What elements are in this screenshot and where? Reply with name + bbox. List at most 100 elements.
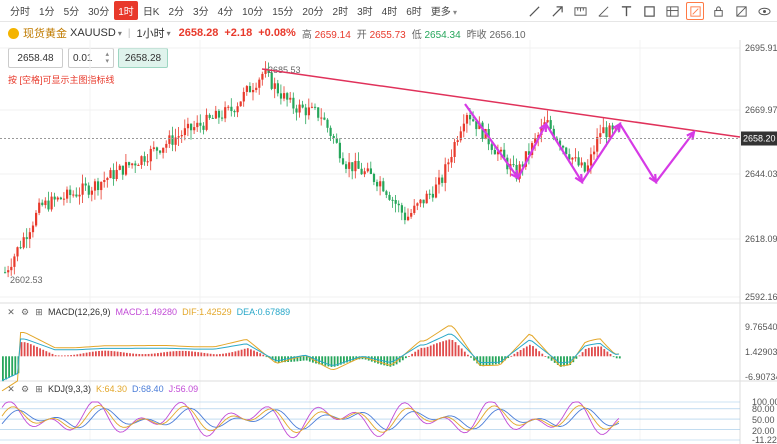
macd-bar bbox=[451, 340, 454, 357]
gear-icon[interactable]: ⚙ bbox=[20, 306, 30, 317]
candle bbox=[407, 216, 410, 221]
candle bbox=[199, 122, 202, 126]
edit-icon[interactable] bbox=[686, 2, 704, 20]
candle bbox=[490, 144, 493, 150]
timeframe-tab[interactable]: 4分 bbox=[217, 7, 234, 18]
trendline-icon[interactable] bbox=[525, 2, 543, 20]
macd-bar bbox=[522, 348, 525, 357]
drawing-tools bbox=[520, 2, 773, 20]
macd-bar bbox=[398, 356, 401, 363]
quantity-value[interactable]: 0.01 bbox=[73, 52, 93, 64]
macd-bar bbox=[584, 348, 587, 357]
timeframe-tab[interactable]: 2分 bbox=[168, 7, 185, 18]
timeframe-tab[interactable]: 30分 bbox=[88, 7, 110, 18]
macd-bar bbox=[457, 345, 460, 357]
kdj-axis-tick: 80.00 bbox=[752, 404, 775, 414]
macd-bar bbox=[85, 352, 88, 357]
macd-bar bbox=[618, 356, 621, 359]
gear-icon[interactable]: ⚙ bbox=[20, 383, 30, 394]
macd-bar bbox=[33, 345, 35, 357]
macd-bar bbox=[70, 355, 72, 357]
eye-icon[interactable] bbox=[755, 2, 773, 20]
candle bbox=[159, 150, 162, 153]
candle bbox=[97, 181, 100, 191]
candle bbox=[174, 137, 177, 145]
timeframe-tab[interactable]: 1时 bbox=[114, 1, 138, 20]
timeframe-tab[interactable]: 20分 bbox=[302, 7, 324, 18]
collapse-icon[interactable]: ⊞ bbox=[35, 306, 43, 317]
chevron-down-icon[interactable]: ▾ bbox=[166, 28, 171, 38]
rectangle-icon[interactable] bbox=[640, 2, 658, 20]
ruler-icon[interactable] bbox=[571, 2, 589, 20]
candle bbox=[121, 165, 124, 175]
symbol-bar: 现货黄金 XAUUSD ▾ | 1小时 ▾ 2658.28 +2.18 +0.0… bbox=[0, 24, 526, 42]
timeframe-tab[interactable]: 6时 bbox=[406, 7, 422, 18]
candle bbox=[394, 200, 397, 204]
timeframe-tab[interactable]: 4时 bbox=[381, 7, 398, 18]
text-tool-icon[interactable] bbox=[617, 2, 635, 20]
measure-icon[interactable] bbox=[594, 2, 612, 20]
low-annotation: 2602.53 bbox=[10, 275, 43, 285]
arrow-icon[interactable] bbox=[548, 2, 566, 20]
candle bbox=[118, 165, 121, 170]
timeframe-tab[interactable]: 日K bbox=[142, 7, 160, 18]
symbol-code[interactable]: XAUUSD bbox=[70, 27, 116, 39]
timeframe-tab[interactable]: 3分 bbox=[193, 7, 209, 18]
candle bbox=[273, 83, 276, 89]
price-axis-tick: 2695.91 bbox=[745, 43, 777, 53]
chevron-down-icon[interactable]: ▾ bbox=[117, 28, 122, 38]
period-selector[interactable]: 1小时 bbox=[136, 28, 165, 40]
timeframe-tab[interactable]: 1分 bbox=[39, 7, 55, 18]
open-number: 2655.73 bbox=[369, 29, 406, 41]
candle bbox=[137, 164, 140, 166]
macd-bar bbox=[2, 356, 4, 382]
timeframe-tab[interactable]: 分时 bbox=[10, 7, 30, 18]
candle bbox=[593, 151, 596, 155]
timeframe-tab[interactable]: 5分 bbox=[63, 7, 80, 18]
candle bbox=[413, 205, 416, 213]
macd-header: ✕ ⚙ ⊞ MACD(12,26,9) MACD:1.49280 DIF:1.4… bbox=[6, 306, 290, 318]
timeframe-tab[interactable]: 2时 bbox=[332, 7, 349, 18]
macd-bar bbox=[519, 350, 522, 357]
macd-bar bbox=[153, 353, 156, 357]
timeframe-tab[interactable]: 10分 bbox=[242, 7, 264, 18]
candle bbox=[140, 156, 143, 165]
pattern-arrow bbox=[510, 169, 520, 181]
timeframe-tab[interactable]: 15分 bbox=[272, 7, 294, 18]
candle bbox=[106, 178, 109, 181]
quantity-stepper[interactable]: 0.01 ▴ ▾ bbox=[68, 48, 114, 68]
macd-bar bbox=[405, 356, 407, 359]
open-label: 开 bbox=[356, 29, 367, 41]
macd-bar bbox=[277, 356, 280, 363]
candle bbox=[400, 205, 403, 213]
candle bbox=[475, 121, 478, 130]
table-icon[interactable] bbox=[663, 2, 681, 20]
macd-bar bbox=[346, 356, 348, 363]
candle bbox=[230, 106, 233, 112]
resistance-trendline[interactable] bbox=[261, 68, 741, 138]
close-icon[interactable]: ✕ bbox=[7, 383, 15, 394]
close-icon[interactable]: ✕ bbox=[7, 306, 15, 317]
macd-bar bbox=[479, 356, 482, 366]
pattern-zigzag[interactable] bbox=[464, 103, 695, 185]
low-number: 2654.34 bbox=[424, 29, 461, 41]
macd-bar bbox=[578, 355, 581, 357]
candle bbox=[78, 194, 81, 197]
candle bbox=[217, 110, 221, 118]
candle bbox=[410, 212, 413, 217]
macd-bar bbox=[188, 351, 190, 357]
macd-bar bbox=[95, 351, 97, 357]
stepper-icon[interactable]: ▴ ▾ bbox=[105, 51, 109, 65]
visibility-icon[interactable] bbox=[732, 2, 750, 20]
lock-icon[interactable] bbox=[709, 2, 727, 20]
collapse-icon[interactable]: ⊞ bbox=[35, 383, 43, 394]
candle bbox=[376, 181, 379, 187]
symbol-name[interactable]: 现货黄金 bbox=[23, 28, 67, 40]
candle bbox=[183, 128, 186, 136]
macd-bar bbox=[513, 353, 516, 357]
candle bbox=[283, 93, 286, 99]
timeframe-tab[interactable]: 3时 bbox=[357, 7, 373, 18]
timeframe-more[interactable]: 更多 bbox=[427, 1, 461, 20]
candle bbox=[69, 189, 72, 196]
